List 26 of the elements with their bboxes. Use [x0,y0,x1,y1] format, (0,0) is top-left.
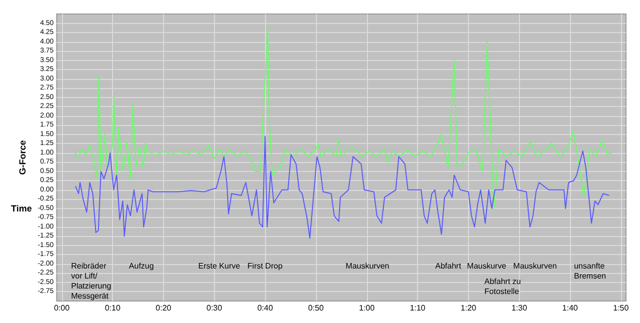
x-tick-label: 1:00 [358,304,376,312]
x-tick-label: 0:20 [156,304,172,312]
annotation: Aufzug [128,261,154,270]
x-tick-label: 1:20 [460,304,477,312]
x-tick-label: 0:00 [54,304,70,312]
x-axis-title: Time [11,203,32,214]
x-tick-label: 1:50 [613,304,630,312]
line-series [75,136,610,239]
annotation: Reibräder vor Lift/ Platzierung Messgerät [71,261,112,300]
x-tick-label: 0:50 [308,304,324,312]
line-series [74,26,612,209]
annotation: Abfahrt [435,261,462,270]
x-tick-label: 1:10 [410,304,426,312]
annotation: Mauskurven [346,261,390,270]
x-tick-label: 1:30 [511,304,528,312]
x-tick-label: 1:40 [562,304,578,312]
annotation: unsanfte Bremsen [574,261,606,280]
x-tick-label: 0:40 [257,304,274,312]
y-axis-title: G-Force [17,140,28,175]
annotation: Mauskurve [467,261,507,270]
annotation: Abfahrt zu Fotostelle [484,277,521,296]
annotation: First Drop [247,261,284,270]
x-tick-label: 0:30 [206,304,223,312]
annotation: Erste Kurve [198,261,241,270]
x-tick-label: 0:10 [104,304,121,312]
annotation: Mauskurven [513,261,557,270]
